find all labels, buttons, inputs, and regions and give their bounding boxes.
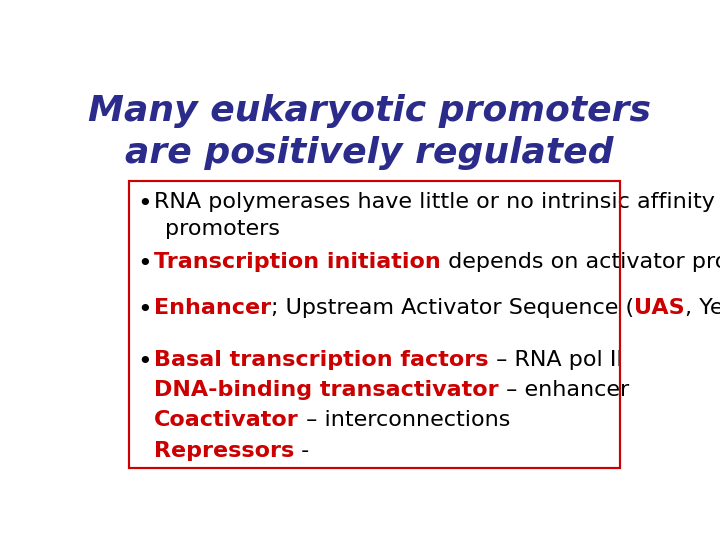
Text: Basal transcription factors: Basal transcription factors: [154, 349, 489, 369]
Text: •: •: [138, 349, 152, 374]
Text: Coactivator: Coactivator: [154, 410, 299, 430]
Text: – interconnections: – interconnections: [299, 410, 510, 430]
Text: Many eukaryotic promoters
are positively regulated: Many eukaryotic promoters are positively…: [88, 94, 650, 170]
Text: – enhancer: – enhancer: [499, 380, 629, 400]
Text: Enhancer: Enhancer: [154, 298, 271, 318]
Text: – RNA pol II: – RNA pol II: [489, 349, 623, 369]
Text: •: •: [138, 192, 152, 215]
Text: •: •: [138, 298, 152, 322]
Text: Transcription initiation: Transcription initiation: [154, 252, 441, 272]
Text: •: •: [138, 252, 152, 276]
Text: DNA-binding transactivator: DNA-binding transactivator: [154, 380, 499, 400]
Text: RNA polymerases have little or no intrinsic affinity for: RNA polymerases have little or no intrin…: [154, 192, 720, 212]
Text: Repressors: Repressors: [154, 441, 294, 461]
Text: -: -: [294, 441, 310, 461]
Text: ; Upstream Activator Sequence (: ; Upstream Activator Sequence (: [271, 298, 634, 318]
Text: depends on activator proteins: depends on activator proteins: [441, 252, 720, 272]
Text: , Yeast): , Yeast): [685, 298, 720, 318]
FancyBboxPatch shape: [129, 181, 620, 468]
Text: UAS: UAS: [634, 298, 685, 318]
Text: promoters: promoters: [165, 219, 280, 239]
